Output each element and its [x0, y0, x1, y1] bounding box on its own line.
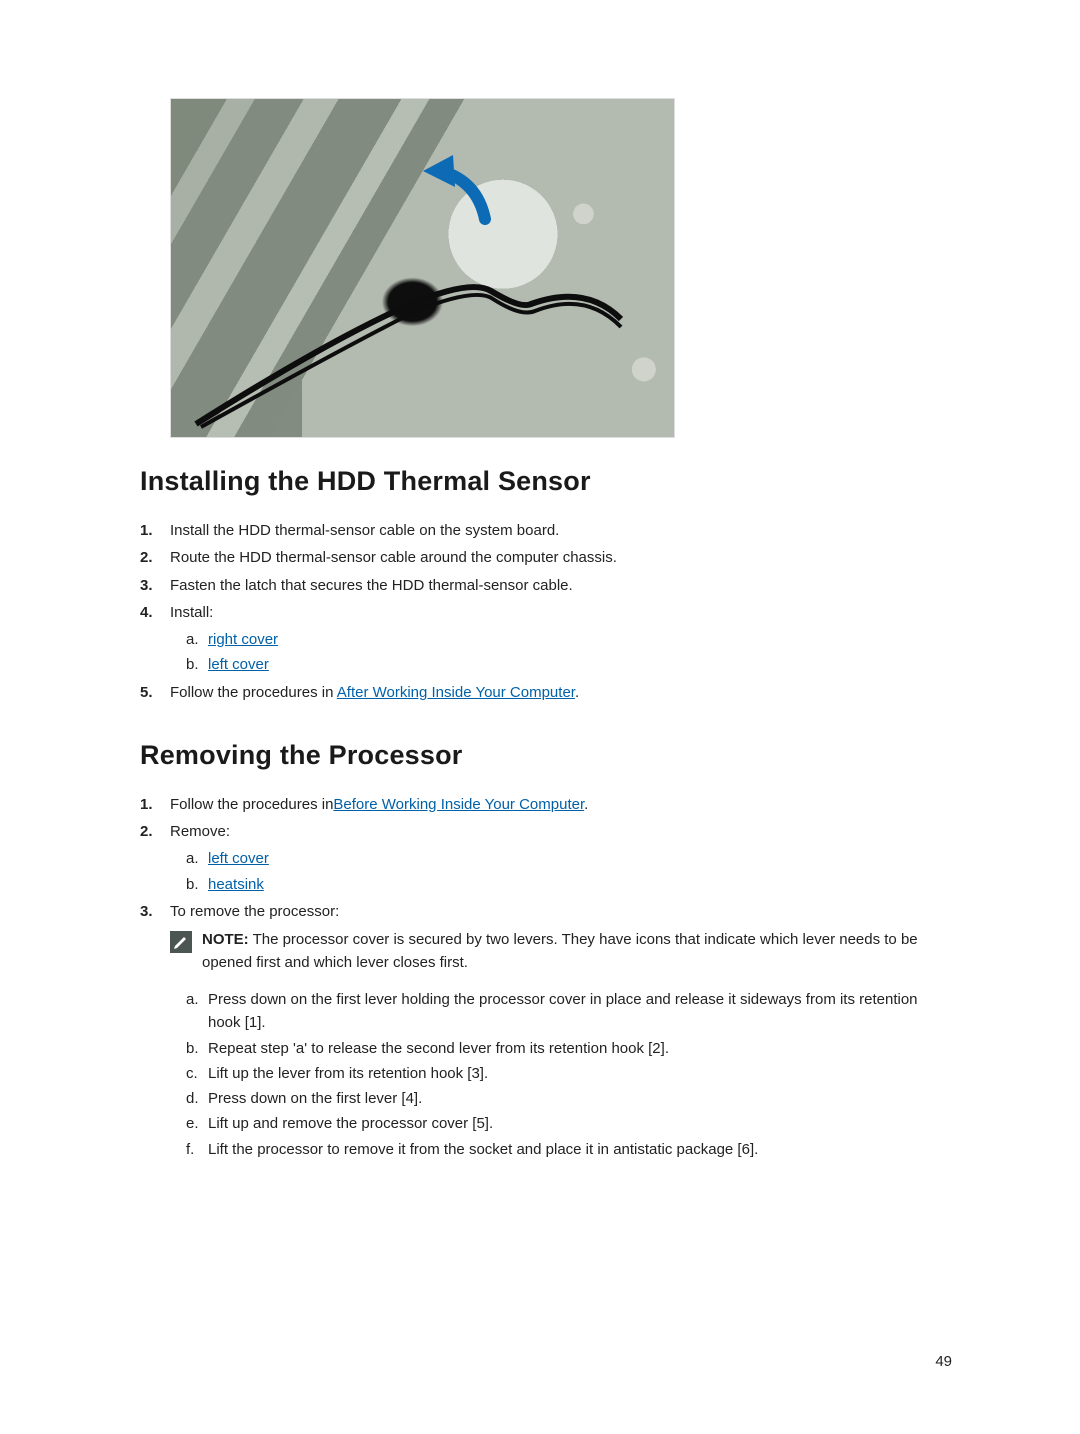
step-5-post: . [575, 684, 579, 701]
hdd-thermal-sensor-figure [170, 98, 675, 438]
rstep-1: Follow the procedures inBefore Working I… [140, 793, 950, 816]
rstep-3d: Press down on the first lever [4]. [186, 1087, 950, 1110]
rstep-3: To remove the processor: NOTE: The proce… [140, 900, 950, 1161]
rstep-2b: heatsink [186, 873, 950, 896]
rstep-3b: Repeat step 'a' to release the second le… [186, 1037, 950, 1060]
step-4-lead: Install: [170, 604, 213, 621]
rstep-2a: left cover [186, 847, 950, 870]
before-working-link[interactable]: Before Working Inside Your Computer [333, 796, 584, 813]
rstep-2: Remove: left cover heatsink [140, 820, 950, 896]
rstep-3f: Lift the processor to remove it from the… [186, 1138, 950, 1161]
step-3: Fasten the latch that secures the HDD th… [140, 574, 950, 597]
step-2: Route the HDD thermal-sensor cable aroun… [140, 546, 950, 569]
rstep-3c: Lift up the lever from its retention hoo… [186, 1062, 950, 1085]
after-working-link[interactable]: After Working Inside Your Computer [337, 684, 575, 701]
step-5-pre: Follow the procedures in [170, 684, 337, 701]
right-cover-link[interactable]: right cover [208, 631, 278, 648]
rstep-1-pre: Follow the procedures in [170, 796, 333, 813]
step-1: Install the HDD thermal-sensor cable on … [140, 519, 950, 542]
section-heading-installing-hdd-thermal-sensor: Installing the HDD Thermal Sensor [140, 466, 950, 497]
left-cover-link[interactable]: left cover [208, 656, 269, 673]
note-box: NOTE: The processor cover is secured by … [170, 929, 950, 974]
rstep-1-post: . [584, 796, 588, 813]
section-heading-removing-processor: Removing the Processor [140, 740, 950, 771]
step-4-sublist: right cover left cover [186, 628, 950, 677]
rstep-3e: Lift up and remove the processor cover [… [186, 1112, 950, 1135]
page-number: 49 [935, 1353, 952, 1370]
note-icon [170, 931, 192, 953]
rstep-2-lead: Remove: [170, 823, 230, 840]
removing-steps-list: Follow the procedures inBefore Working I… [140, 793, 950, 1161]
heatsink-link[interactable]: heatsink [208, 876, 264, 893]
note-text: NOTE: The processor cover is secured by … [202, 929, 950, 974]
step-5: Follow the procedures in After Working I… [140, 681, 950, 704]
installing-steps-list: Install the HDD thermal-sensor cable on … [140, 519, 950, 704]
rotate-up-arrow-icon [407, 151, 527, 239]
cable-illustration [191, 249, 631, 429]
rstep-2-sublist: left cover heatsink [186, 847, 950, 896]
rstep-3-lead: To remove the processor: [170, 903, 339, 920]
step-4a: right cover [186, 628, 950, 651]
note-body: The processor cover is secured by two le… [202, 931, 918, 971]
rstep-3-sublist: Press down on the first lever holding th… [186, 988, 950, 1161]
rstep-3a: Press down on the first lever holding th… [186, 988, 950, 1035]
step-4: Install: right cover left cover [140, 601, 950, 677]
step-4b: left cover [186, 653, 950, 676]
left-cover-link-2[interactable]: left cover [208, 850, 269, 867]
note-label: NOTE: [202, 931, 249, 948]
